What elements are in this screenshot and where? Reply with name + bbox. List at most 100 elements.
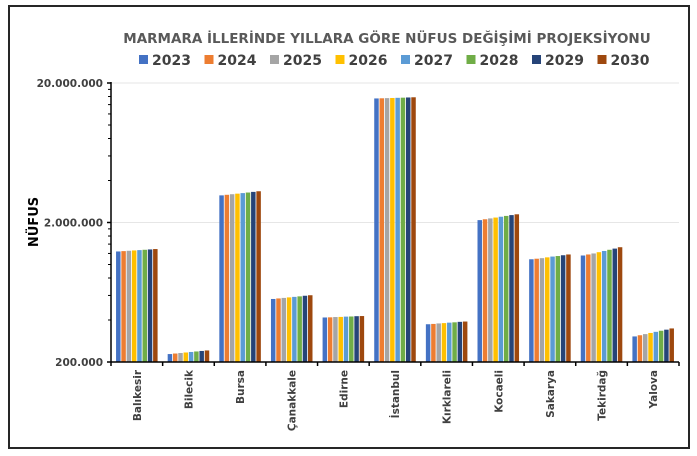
bar xyxy=(390,97,395,362)
y-tick-labels: 200.000 2.000.000 20.000.000 xyxy=(37,78,103,369)
bar xyxy=(498,216,504,362)
legend-swatch xyxy=(204,55,214,64)
bar xyxy=(251,191,256,362)
bar xyxy=(256,191,261,362)
y-tick-label: 20.000.000 xyxy=(37,78,103,90)
bar xyxy=(503,215,509,362)
bar xyxy=(147,249,153,362)
bar xyxy=(384,98,390,362)
x-tick-label: Sakarya xyxy=(545,370,557,418)
legend: 2023 2024 2025 2026 2027 2028 2029 2030 xyxy=(139,53,650,69)
bar xyxy=(545,257,550,362)
bar xyxy=(596,252,602,362)
bar xyxy=(477,220,482,362)
axes xyxy=(107,82,680,366)
bar xyxy=(286,297,292,362)
bar xyxy=(204,350,210,362)
bar xyxy=(322,317,328,362)
bar xyxy=(514,214,520,362)
chart-frame xyxy=(8,5,690,449)
bar xyxy=(436,323,441,362)
bar xyxy=(327,317,333,362)
bar xyxy=(153,249,158,362)
legend-swatch xyxy=(532,55,541,64)
y-tick-label: 200.000 xyxy=(55,357,103,369)
bar xyxy=(493,217,498,362)
bar xyxy=(137,250,142,362)
bar xyxy=(586,254,591,362)
bar xyxy=(359,316,365,362)
bar xyxy=(658,330,664,362)
legend-label: 2027 xyxy=(414,53,453,69)
bar xyxy=(338,316,343,362)
bar xyxy=(194,351,199,362)
bar xyxy=(555,256,561,362)
bar xyxy=(276,298,281,362)
bar xyxy=(374,98,379,362)
bar xyxy=(405,97,411,362)
bar xyxy=(349,316,354,362)
bar xyxy=(343,316,349,362)
bar xyxy=(167,354,173,362)
bar xyxy=(637,335,643,362)
bar xyxy=(632,336,637,362)
bar xyxy=(178,353,183,362)
y-axis-label: NÜFUS xyxy=(26,197,42,247)
bar xyxy=(188,351,194,362)
bar xyxy=(452,322,457,362)
bar xyxy=(235,193,240,362)
x-tick-label: Bursa xyxy=(235,370,247,404)
bar xyxy=(116,251,121,362)
x-tick-label: Yalova xyxy=(648,370,660,409)
bar xyxy=(219,195,224,362)
bar xyxy=(612,248,618,362)
x-tick-label: Kırklareli xyxy=(442,370,454,424)
bar xyxy=(447,322,452,362)
bar xyxy=(245,192,251,362)
legend-swatch xyxy=(270,55,279,64)
bar xyxy=(550,256,555,362)
bar xyxy=(297,296,302,362)
bar xyxy=(457,321,463,362)
x-tick-label: Bilecik xyxy=(184,369,196,409)
x-tick-label: Edirne xyxy=(338,370,350,408)
bar xyxy=(539,258,545,362)
bar xyxy=(653,331,659,362)
bar xyxy=(400,97,406,363)
chart-title: MARMARA İLLERİNDE YILLARA GÖRE NÜFUS DEĞ… xyxy=(123,29,650,47)
x-tick-label: Kocaeli xyxy=(493,370,505,413)
bar xyxy=(270,298,276,362)
bar xyxy=(281,297,287,362)
legend-label: 2023 xyxy=(152,53,191,69)
bar xyxy=(142,249,147,362)
bar xyxy=(172,353,178,362)
legend-swatch xyxy=(466,55,476,64)
bar xyxy=(411,97,416,362)
bar xyxy=(591,253,596,362)
bar xyxy=(302,295,308,362)
bar xyxy=(224,194,230,362)
bar xyxy=(292,296,297,362)
bar xyxy=(229,194,235,362)
bar xyxy=(131,250,137,362)
bar xyxy=(482,219,488,362)
x-tick-label: Çanakkale xyxy=(287,370,299,431)
bar xyxy=(664,329,669,362)
bar xyxy=(529,259,534,362)
bar xyxy=(183,352,189,362)
x-tick-label: Balıkesir xyxy=(132,369,144,421)
bars xyxy=(116,97,674,363)
legend-label: 2025 xyxy=(283,53,322,69)
bar xyxy=(425,324,431,362)
bar xyxy=(669,328,674,362)
bar xyxy=(509,215,514,362)
gridlines xyxy=(111,82,679,223)
legend-swatch xyxy=(139,55,148,64)
legend-swatch xyxy=(335,55,345,64)
legend-label: 2030 xyxy=(611,53,650,69)
bar xyxy=(462,321,468,362)
x-tick-labels: Balıkesir Bilecik Bursa Çanakkale Edirne İsta… xyxy=(132,369,660,431)
legend-label: 2024 xyxy=(218,53,257,69)
bar xyxy=(580,255,586,362)
